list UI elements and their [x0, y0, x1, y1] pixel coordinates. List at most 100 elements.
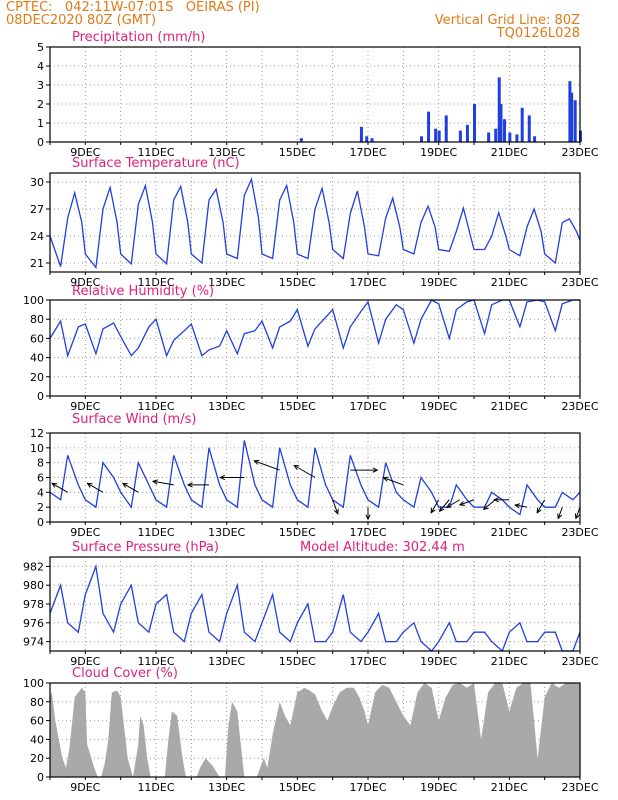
- precip-bar: [497, 77, 501, 142]
- wind-vector-head: [333, 508, 339, 515]
- precip-bar: [365, 136, 369, 142]
- plot-frame: [49, 556, 581, 652]
- x-tick-label: 15DEC: [279, 781, 316, 794]
- x-tick-label: 17DEC: [349, 400, 386, 413]
- x-tick-label: 21DEC: [491, 526, 528, 539]
- precip-bar: [465, 124, 469, 142]
- panel-cloud: Cloud Cover (%) 0 20 40 60 80 100 9DEC 11DEC 13DE…: [23, 666, 599, 794]
- grid-note: Vertical Grid Line: 80Z: [434, 13, 580, 28]
- wind-vector: [332, 499, 339, 515]
- wind-vector-head: [445, 502, 452, 508]
- precip-bar: [520, 107, 524, 142]
- x-tick-label: 17DEC: [349, 526, 386, 539]
- precip-bar: [427, 111, 431, 142]
- x-tick-label: 11DEC: [137, 146, 174, 159]
- x-tick-label: 17DEC: [349, 146, 386, 159]
- x-tick-label: 9DEC: [70, 655, 100, 668]
- precip-bar: [527, 115, 531, 142]
- y-tick-label: 20: [30, 752, 44, 765]
- precip-bar: [570, 92, 574, 142]
- x-tick-label: 21DEC: [491, 400, 528, 413]
- wind-vector-head: [458, 500, 465, 506]
- y-tick-label: 2: [37, 98, 44, 111]
- y-tick-label: 12: [30, 427, 44, 440]
- x-tick-label: 13DEC: [208, 526, 245, 539]
- x-tick-label: 9DEC: [70, 781, 100, 794]
- x-tick-label: 23DEC: [561, 781, 598, 794]
- precip-bar: [508, 132, 512, 142]
- wind-vector: [439, 499, 450, 512]
- subtitle-pressure: Model Altitude: 302.44 m: [300, 540, 465, 555]
- wind-vector-head: [372, 467, 379, 473]
- series-line-pressure: [49, 563, 581, 653]
- wind-vector-head: [219, 474, 226, 481]
- plot-frame: [49, 432, 581, 523]
- wind-vector-head: [86, 482, 93, 488]
- x-tick-label: 19DEC: [420, 655, 457, 668]
- x-tick-label: 19DEC: [420, 400, 457, 413]
- x-tick-label: 11DEC: [137, 781, 174, 794]
- x-tick-label: 23DEC: [561, 146, 598, 159]
- wind-vector: [122, 482, 139, 493]
- wind-vector-head: [438, 506, 445, 513]
- x-tick-label: 13DEC: [208, 781, 245, 794]
- wind-vector: [51, 482, 68, 493]
- wind-vector: [152, 480, 174, 486]
- precip-bar: [487, 132, 491, 142]
- x-tick-label: 17DEC: [349, 781, 386, 794]
- x-tick-label: 11DEC: [137, 276, 174, 289]
- x-tick-label: 13DEC: [208, 655, 245, 668]
- y-tick-label: 24: [30, 230, 44, 243]
- x-tick-label: 11DEC: [137, 526, 174, 539]
- y-tick-label: 4: [37, 486, 44, 499]
- x-tick-label: 13DEC: [208, 276, 245, 289]
- y-tick-label: 30: [30, 176, 44, 189]
- plot-frame: [49, 299, 581, 397]
- precip-bar: [444, 115, 448, 142]
- wind-vector-head: [574, 513, 580, 520]
- precip-bar: [299, 138, 303, 142]
- y-tick-label: 982: [23, 560, 44, 573]
- precip-bar: [434, 128, 438, 142]
- y-tick-label: 60: [30, 332, 44, 345]
- x-tick-label: 13DEC: [208, 400, 245, 413]
- y-tick-label: 80: [30, 696, 44, 709]
- precip-bar: [515, 134, 519, 142]
- wind-vector-head: [186, 482, 193, 488]
- wind-vector: [430, 499, 440, 513]
- wind-vector: [575, 506, 581, 519]
- y-tick-label: 0: [37, 771, 44, 784]
- precip-bar: [573, 100, 577, 142]
- x-tick-label: 11DEC: [137, 655, 174, 668]
- series-line-wind: [49, 440, 581, 516]
- x-tick-label: 15DEC: [279, 276, 316, 289]
- x-tick-label: 23DEC: [561, 526, 598, 539]
- x-tick-label: 19DEC: [420, 146, 457, 159]
- x-tick-label: 23DEC: [561, 276, 598, 289]
- y-tick-label: 0: [37, 390, 44, 403]
- header-line2: 08DEC2020 80Z (GMT): [6, 13, 157, 28]
- y-tick-label: 60: [30, 715, 44, 728]
- precip-bar: [533, 136, 537, 142]
- title-rh: Relative Humidity (%): [72, 284, 214, 299]
- precip-bar: [359, 126, 363, 142]
- plot-frame: [49, 172, 581, 273]
- precip-bar: [370, 138, 374, 142]
- y-tick-label: 976: [23, 617, 44, 630]
- series-line-temp: [49, 177, 581, 270]
- wind-vector: [483, 499, 496, 510]
- panel-pressure: Surface Pressure (hPa) Model Altitude: 30…: [23, 540, 599, 668]
- header-line1: CPTEC: 042:11W-07:01S OEIRAS (PI): [6, 0, 260, 15]
- x-tick-label: 9DEC: [70, 146, 100, 159]
- y-tick-label: 40: [30, 733, 44, 746]
- y-tick-label: 10: [30, 442, 44, 455]
- wind-vector-head: [482, 504, 489, 511]
- y-tick-label: 8: [37, 457, 44, 470]
- title-pressure: Surface Pressure (hPa): [72, 540, 219, 555]
- wind-vector-head: [430, 507, 436, 514]
- wind-vector: [383, 477, 404, 486]
- x-tick-label: 17DEC: [349, 655, 386, 668]
- y-tick-label: 4: [37, 60, 44, 73]
- y-tick-label: 0: [37, 136, 44, 149]
